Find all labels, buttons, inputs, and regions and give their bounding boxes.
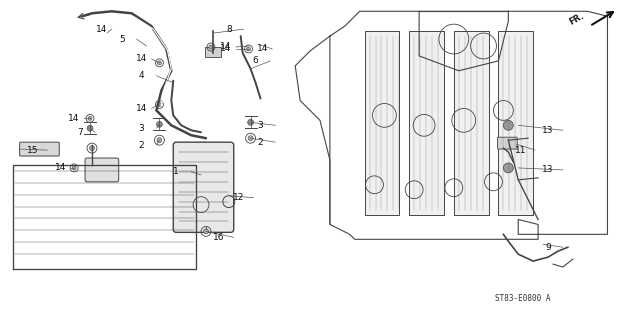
Circle shape: [157, 61, 161, 65]
Circle shape: [247, 47, 250, 51]
Text: ST83-E0800 A: ST83-E0800 A: [496, 294, 551, 303]
FancyBboxPatch shape: [364, 31, 399, 214]
Text: 4: 4: [139, 71, 145, 80]
Circle shape: [157, 102, 161, 107]
Text: 11: 11: [515, 146, 526, 155]
Text: 14: 14: [136, 54, 147, 63]
Circle shape: [87, 125, 93, 131]
Text: 2: 2: [139, 140, 145, 150]
Text: 3: 3: [139, 124, 145, 133]
Circle shape: [203, 229, 208, 234]
Text: 5: 5: [119, 35, 125, 44]
Text: 14: 14: [136, 104, 147, 113]
Text: 16: 16: [213, 233, 225, 242]
Text: 8: 8: [226, 25, 232, 34]
Text: 3: 3: [257, 121, 263, 130]
Text: 13: 13: [542, 126, 554, 135]
Circle shape: [503, 163, 513, 173]
FancyBboxPatch shape: [85, 158, 118, 182]
Circle shape: [209, 45, 213, 49]
Circle shape: [157, 138, 162, 143]
FancyBboxPatch shape: [497, 137, 517, 149]
Text: 14: 14: [257, 44, 268, 53]
Circle shape: [88, 116, 92, 120]
Text: 9: 9: [545, 243, 551, 252]
FancyBboxPatch shape: [173, 142, 234, 232]
Circle shape: [248, 136, 253, 141]
Text: 6: 6: [253, 56, 259, 65]
Text: 15: 15: [27, 146, 38, 155]
Text: 14: 14: [55, 164, 66, 172]
FancyBboxPatch shape: [409, 31, 444, 214]
Circle shape: [72, 166, 76, 170]
FancyBboxPatch shape: [20, 142, 59, 156]
FancyBboxPatch shape: [498, 31, 533, 214]
Text: 12: 12: [233, 193, 245, 202]
Text: 2: 2: [258, 138, 263, 147]
Circle shape: [503, 120, 513, 130]
Text: 14: 14: [220, 44, 231, 53]
Text: 14: 14: [220, 43, 231, 52]
FancyBboxPatch shape: [205, 47, 221, 57]
Text: 7: 7: [77, 128, 83, 137]
Text: 14: 14: [68, 114, 80, 123]
Circle shape: [90, 146, 94, 151]
Text: 14: 14: [96, 25, 108, 34]
Circle shape: [157, 121, 162, 127]
FancyBboxPatch shape: [454, 31, 489, 214]
Text: 1: 1: [173, 167, 179, 176]
Circle shape: [248, 119, 254, 125]
Text: 13: 13: [542, 165, 554, 174]
Text: FR.: FR.: [568, 12, 585, 27]
